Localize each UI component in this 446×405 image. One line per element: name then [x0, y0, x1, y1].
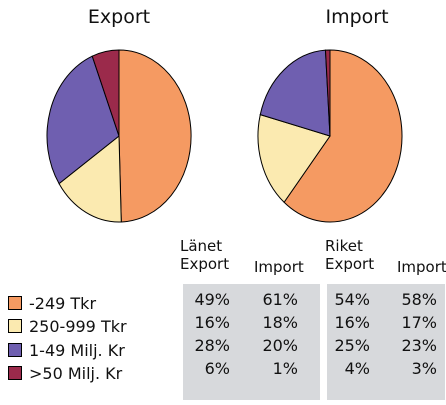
pie-slice-import-2: [259, 49, 331, 137]
pie-title-import: Import: [325, 6, 389, 28]
table-cell: 61%: [262, 290, 298, 309]
pie-title-export: Export: [87, 6, 151, 28]
table-column-header: Export: [325, 255, 375, 273]
table-cell: 18%: [262, 313, 298, 332]
table-cell: 17%: [401, 313, 437, 332]
pie-slice-export-0: [118, 49, 192, 223]
table-column-bg: [327, 284, 445, 400]
legend-item: -249 Tkr: [8, 293, 96, 313]
table-column-header: Export: [180, 255, 230, 273]
legend-item: >50 Milj. Kr: [8, 363, 122, 383]
table-column-header: Import: [397, 258, 446, 276]
legend-swatch: [8, 319, 22, 333]
pie-slice-import-3: [324, 49, 331, 137]
pie-chart-import: [257, 49, 403, 223]
table-column-header: Import: [254, 258, 304, 276]
pie-slice-export-2: [46, 55, 120, 185]
table-cell: 23%: [401, 336, 437, 355]
pie-chart-export: [46, 49, 192, 223]
table-cell: 16%: [334, 313, 370, 332]
legend-swatch: [8, 296, 22, 310]
table-cell: 28%: [194, 336, 230, 355]
table-group-header: Riket: [325, 237, 363, 255]
table-cell: 16%: [194, 313, 230, 332]
legend-label: -249 Tkr: [29, 293, 97, 313]
table-cell: 6%: [204, 359, 230, 378]
legend-swatch: [8, 343, 22, 357]
legend-label: 1-49 Milj. Kr: [29, 340, 125, 360]
table-cell: 54%: [334, 290, 370, 309]
table-cell: 20%: [262, 336, 298, 355]
pie-slice-import-0: [283, 49, 403, 223]
legend-label: 250-999 Tkr: [29, 316, 127, 336]
table-cell: 25%: [334, 336, 370, 355]
legend-swatch: [8, 366, 22, 380]
legend-item: 250-999 Tkr: [8, 316, 127, 336]
legend-item: 1-49 Milj. Kr: [8, 340, 125, 360]
pie-slice-export-3: [91, 49, 120, 137]
pie-slice-import-1: [257, 113, 331, 204]
pie-slice-export-1: [58, 134, 122, 223]
table-column-bg: [183, 284, 320, 400]
table-cell: 3%: [411, 359, 437, 378]
table-cell: 4%: [344, 359, 370, 378]
table-cell: 1%: [272, 359, 298, 378]
table-group-header: Länet: [180, 237, 223, 255]
table-cell: 58%: [401, 290, 437, 309]
legend-label: >50 Milj. Kr: [29, 363, 123, 383]
table-cell: 49%: [194, 290, 230, 309]
